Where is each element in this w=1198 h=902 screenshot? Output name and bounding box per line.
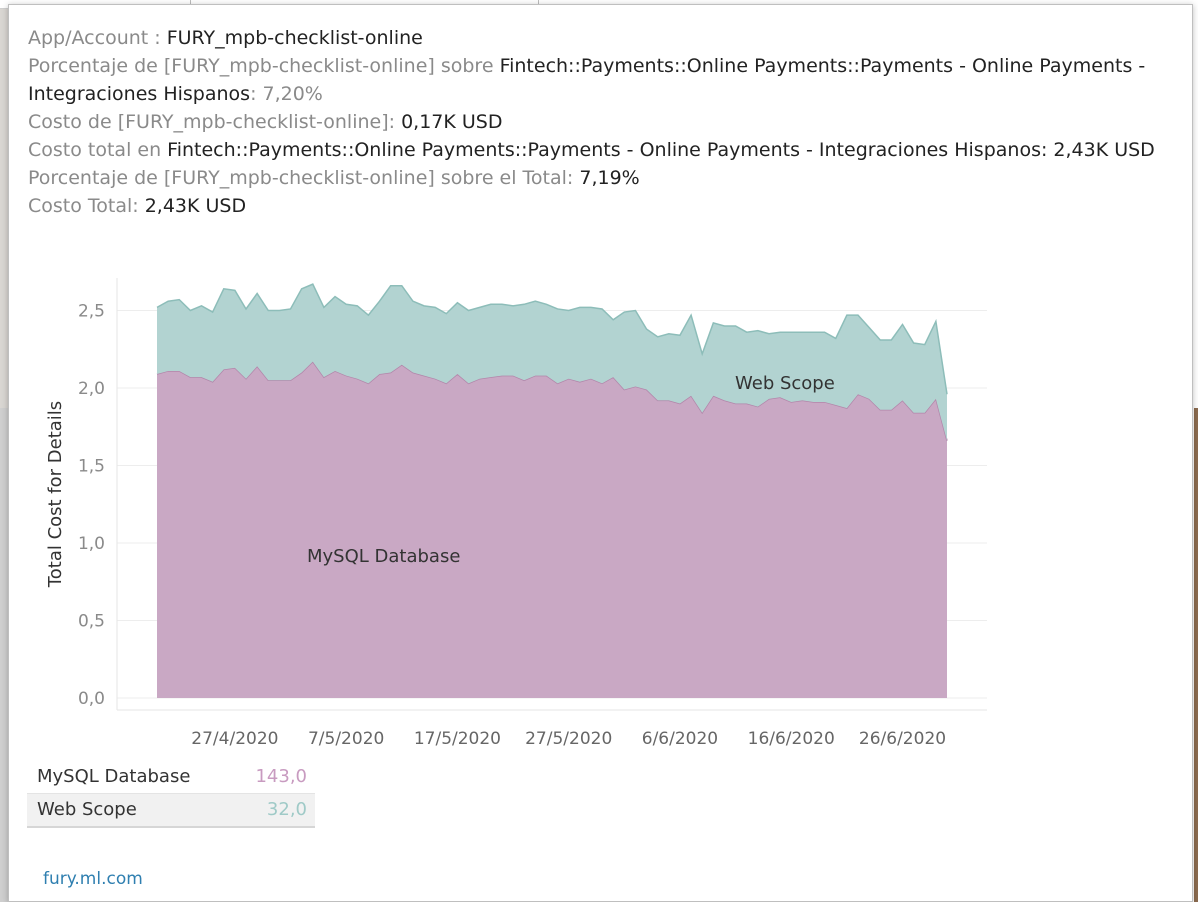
background-right-panel	[1194, 408, 1198, 902]
legend-name: Web Scope	[37, 799, 137, 820]
y-tick-label: 2,0	[78, 379, 105, 399]
legend-table: MySQL Database 143,0 Web Scope 32,0	[27, 761, 315, 828]
info-total-cost: Costo Total: 2,43K USD	[28, 195, 247, 217]
legend-value: 32,0	[266, 799, 307, 820]
fury-link[interactable]: fury.ml.com	[43, 869, 143, 889]
legend-value: 143,0	[255, 766, 307, 787]
tooltip-info: App/Account : FURY_mpb-checklist-online …	[28, 24, 1178, 220]
y-tick-label: 0,0	[78, 689, 105, 709]
background-left-panel	[0, 408, 8, 902]
legend-name: MySQL Database	[37, 766, 191, 787]
x-tick-label: 6/6/2020	[642, 729, 718, 749]
info-app-account: App/Account : FURY_mpb-checklist-online	[28, 27, 423, 49]
y-tick-label: 1,5	[78, 457, 105, 477]
legend-row-web-scope[interactable]: Web Scope 32,0	[27, 794, 315, 828]
chart-areas: MySQL Database Web Scope	[156, 283, 948, 698]
chart-axes: 0,0 0,5 1,0 1,5 2,0 2,5 27/4/2020 7/5/2020 17/5/…	[78, 278, 987, 749]
area-web-scope[interactable]	[157, 284, 947, 441]
x-tick-label: 16/6/2020	[748, 729, 835, 749]
annotation-mysql-database: MySQL Database	[307, 546, 460, 567]
annotation-web-scope: Web Scope	[735, 373, 835, 394]
info-percentage-on-group: Porcentaje de [FURY_mpb-checklist-online…	[28, 55, 1146, 105]
y-axis-label: Total Cost for Details	[45, 401, 66, 588]
area-mysql-database[interactable]	[157, 361, 947, 698]
x-tick-label: 7/5/2020	[308, 729, 384, 749]
y-tick-label: 0,5	[78, 612, 105, 632]
legend-row-mysql[interactable]: MySQL Database 143,0	[27, 761, 315, 794]
x-tick-label: 26/6/2020	[859, 729, 946, 749]
x-tick-label: 27/4/2020	[191, 729, 278, 749]
y-tick-label: 1,0	[78, 534, 105, 554]
area-chart: MySQL Database Web Scope 0,0 0,5 1,0 1,5 2,0 2…	[9, 260, 1009, 760]
x-tick-label: 17/5/2020	[414, 729, 501, 749]
x-tick-label: 27/5/2020	[525, 729, 612, 749]
info-group-total-cost: Costo total en Fintech::Payments::Online…	[28, 139, 1155, 161]
y-tick-label: 2,5	[78, 302, 105, 322]
tooltip-panel: App/Account : FURY_mpb-checklist-online …	[8, 4, 1193, 902]
line-web-scope	[156, 283, 948, 395]
info-app-cost: Costo de [FURY_mpb-checklist-online]: 0,…	[28, 111, 503, 133]
info-percentage-on-total: Porcentaje de [FURY_mpb-checklist-online…	[28, 167, 640, 189]
area-chart-svg: MySQL Database Web Scope 0,0 0,5 1,0 1,5 2,0 2…	[45, 278, 987, 749]
